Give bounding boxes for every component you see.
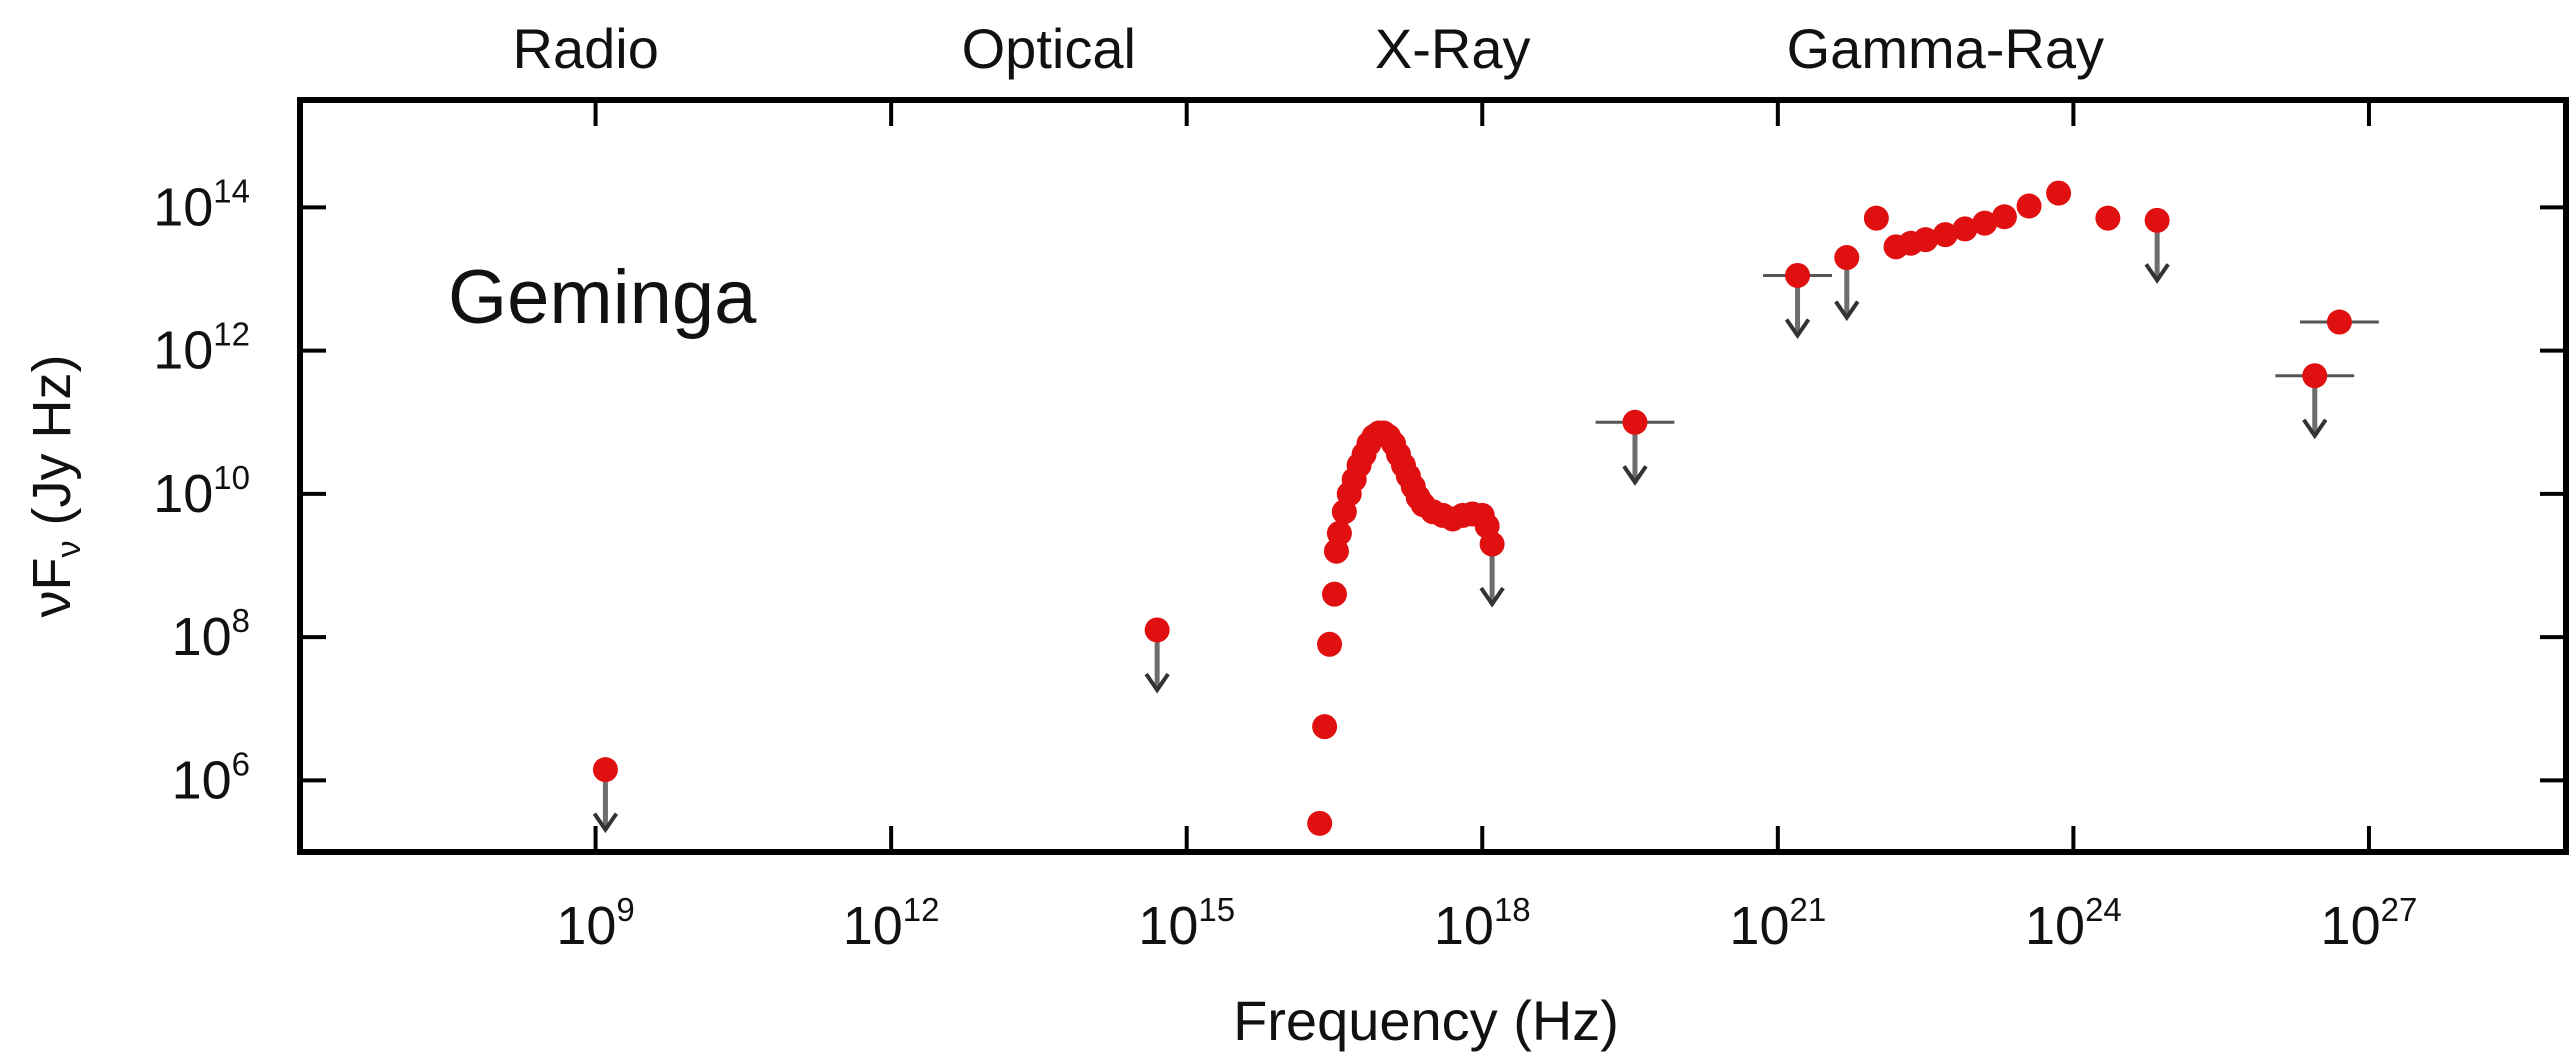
y-tick-label-exp: 14 [213, 172, 250, 209]
x-tick-label: 1027 [2321, 891, 2418, 956]
y-tick-label-base: 10 [172, 750, 232, 810]
data-point [2302, 363, 2328, 389]
error-bars [1595, 273, 2379, 424]
data-point [2046, 180, 2072, 206]
band-label: Gamma-Ray [1787, 17, 2104, 80]
band-label: Radio [513, 17, 659, 80]
x-tick-marks [593, 100, 2371, 852]
data-point [1312, 714, 1338, 740]
data-point [2095, 205, 2121, 231]
x-tick-label-exp: 15 [1198, 891, 1235, 928]
y-tick-label: 1014 [153, 172, 250, 237]
y-tick-label: 1010 [153, 459, 250, 524]
y-tick-label-base: 10 [153, 321, 213, 381]
data-point [1932, 222, 1958, 248]
data-point [1479, 531, 1505, 557]
y-tick-label-exp: 8 [232, 602, 250, 639]
x-tick-label: 1012 [843, 891, 940, 956]
upper-limit-arrowhead [1784, 318, 1811, 339]
x-tick-label: 1015 [1138, 891, 1235, 956]
y-axis-label-units: (Jy Hz) [22, 355, 82, 541]
y-tick-marks [300, 205, 2566, 783]
data-point [1144, 617, 1170, 643]
x-tick-labels: 109 1012 1015 1018 1021 1024 1027 [556, 891, 2417, 956]
x-tick-label-exp: 18 [1494, 891, 1531, 928]
y-tick-label: 1012 [153, 316, 250, 381]
x-tick-label-exp: 21 [1790, 891, 1827, 928]
upper-limit-arrowhead [592, 812, 619, 834]
band-labels: Radio Optical X-Ray Gamma-Ray [513, 17, 2104, 80]
upper-limit-arrowhead [1144, 672, 1170, 694]
x-tick-label: 1021 [1729, 891, 1826, 956]
source-annotation: Geminga [448, 255, 757, 340]
y-axis-label-sub: ν [50, 540, 88, 557]
data-point [2016, 193, 2042, 219]
data-point [1622, 409, 1648, 435]
x-tick-label-exp: 24 [2085, 891, 2122, 928]
data-point [1785, 262, 1811, 288]
y-tick-label-base: 10 [172, 607, 232, 667]
x-tick-label-base: 10 [1434, 896, 1494, 956]
x-tick-label-exp: 27 [2381, 891, 2418, 928]
x-tick-label: 109 [556, 891, 634, 956]
y-tick-label: 108 [172, 602, 250, 667]
data-point [1317, 631, 1343, 657]
x-tick-label-base: 10 [2025, 896, 2085, 956]
x-tick-label-base: 10 [556, 896, 616, 956]
data-point [1913, 227, 1939, 253]
data-point [1307, 810, 1333, 836]
data-point [1952, 216, 1978, 242]
data-point [2144, 207, 2170, 233]
data-points [592, 180, 2352, 836]
data-point [1991, 204, 2017, 230]
upper-limit-arrowhead [2302, 418, 2328, 440]
x-tick-label: 1024 [2025, 891, 2122, 956]
x-tick-label-exp: 12 [903, 891, 940, 928]
x-axis-label: Frequency (Hz) [1233, 989, 1619, 1052]
data-point [1326, 520, 1352, 546]
data-point [1863, 205, 1889, 231]
y-tick-label: 106 [172, 745, 250, 810]
band-label: Optical [962, 17, 1136, 80]
upper-limit-arrowhead [1834, 300, 1860, 322]
data-point [1834, 245, 1860, 271]
x-tick-label-base: 10 [843, 896, 903, 956]
x-tick-label: 1018 [1434, 891, 1531, 956]
y-tick-label-exp: 10 [213, 459, 250, 496]
x-tick-label-base: 10 [1138, 896, 1198, 956]
band-label: X-Ray [1375, 17, 1531, 80]
y-tick-label-exp: 6 [232, 745, 250, 782]
upper-limit-arrowhead [1622, 465, 1648, 486]
y-axis-label: νFν (Jy Hz) [22, 355, 88, 618]
upper-limit-arrowhead [2144, 263, 2170, 284]
x-tick-label-exp: 9 [616, 891, 634, 928]
data-point [1972, 210, 1998, 236]
upper-limit-arrowhead [1479, 586, 1505, 608]
x-tick-label-base: 10 [1729, 896, 1789, 956]
y-axis-label-nu: ν [22, 590, 82, 617]
y-tick-label-exp: 12 [213, 316, 250, 353]
data-point [1321, 581, 1347, 607]
data-point [592, 757, 618, 783]
data-point [2326, 309, 2352, 335]
y-tick-label-base: 10 [153, 177, 213, 237]
y-tick-label-base: 10 [153, 464, 213, 524]
plot-frame [297, 97, 2569, 855]
x-tick-label-base: 10 [2321, 896, 2381, 956]
y-axis-label-F: F [22, 557, 82, 590]
